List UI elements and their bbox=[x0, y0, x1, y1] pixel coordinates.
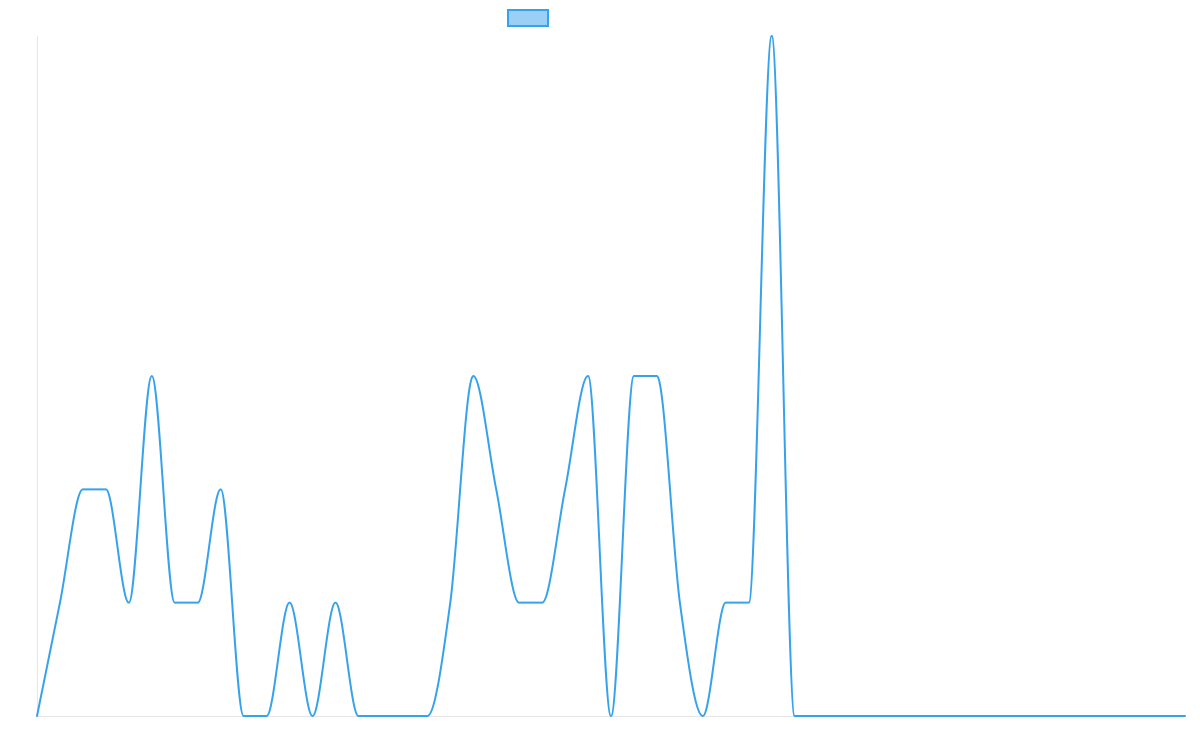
data-point-21[interactable] bbox=[516, 600, 522, 606]
data-point-26[interactable] bbox=[631, 373, 637, 379]
data-point-41[interactable] bbox=[975, 713, 981, 719]
data-point-15[interactable] bbox=[378, 713, 384, 719]
data-point-24[interactable] bbox=[585, 373, 591, 379]
data-point-28[interactable] bbox=[677, 600, 683, 606]
data-point-11[interactable] bbox=[287, 600, 293, 606]
data-point-10[interactable] bbox=[264, 713, 270, 719]
data-point-46[interactable] bbox=[1090, 713, 1096, 719]
data-point-47[interactable] bbox=[1113, 713, 1119, 719]
data-point-32[interactable] bbox=[769, 33, 775, 39]
data-point-22[interactable] bbox=[539, 600, 545, 606]
data-point-43[interactable] bbox=[1021, 713, 1027, 719]
data-point-39[interactable] bbox=[929, 713, 935, 719]
data-point-5[interactable] bbox=[149, 373, 155, 379]
data-point-37[interactable] bbox=[884, 713, 890, 719]
data-point-7[interactable] bbox=[195, 600, 201, 606]
series-line bbox=[36, 35, 1186, 717]
data-point-2[interactable] bbox=[80, 486, 86, 492]
data-point-42[interactable] bbox=[998, 713, 1004, 719]
data-point-31[interactable] bbox=[746, 600, 752, 606]
data-point-33[interactable] bbox=[792, 713, 798, 719]
data-point-40[interactable] bbox=[952, 713, 958, 719]
data-point-23[interactable] bbox=[562, 486, 568, 492]
data-point-48[interactable] bbox=[1136, 713, 1142, 719]
data-point-12[interactable] bbox=[310, 713, 316, 719]
data-point-14[interactable] bbox=[355, 713, 361, 719]
data-point-36[interactable] bbox=[861, 713, 867, 719]
data-point-1[interactable] bbox=[57, 600, 63, 606]
data-point-16[interactable] bbox=[401, 713, 407, 719]
data-point-9[interactable] bbox=[241, 713, 247, 719]
data-point-25[interactable] bbox=[608, 713, 614, 719]
data-point-17[interactable] bbox=[424, 713, 430, 719]
legend[interactable] bbox=[507, 9, 549, 27]
data-point-29[interactable] bbox=[700, 713, 706, 719]
legend-swatch[interactable] bbox=[507, 9, 549, 27]
data-point-44[interactable] bbox=[1044, 713, 1050, 719]
data-point-50[interactable] bbox=[1182, 713, 1188, 719]
data-point-0[interactable] bbox=[34, 713, 40, 719]
data-point-18[interactable] bbox=[447, 600, 453, 606]
data-point-19[interactable] bbox=[470, 373, 476, 379]
data-point-45[interactable] bbox=[1067, 713, 1073, 719]
data-point-4[interactable] bbox=[126, 600, 132, 606]
data-point-34[interactable] bbox=[815, 713, 821, 719]
data-point-49[interactable] bbox=[1159, 713, 1165, 719]
data-point-35[interactable] bbox=[838, 713, 844, 719]
data-point-20[interactable] bbox=[493, 486, 499, 492]
data-point-27[interactable] bbox=[654, 373, 660, 379]
data-point-13[interactable] bbox=[332, 600, 338, 606]
data-point-8[interactable] bbox=[218, 486, 224, 492]
data-point-6[interactable] bbox=[172, 600, 178, 606]
data-points bbox=[34, 33, 1188, 719]
data-point-38[interactable] bbox=[906, 713, 912, 719]
data-point-30[interactable] bbox=[723, 600, 729, 606]
data-point-3[interactable] bbox=[103, 486, 109, 492]
